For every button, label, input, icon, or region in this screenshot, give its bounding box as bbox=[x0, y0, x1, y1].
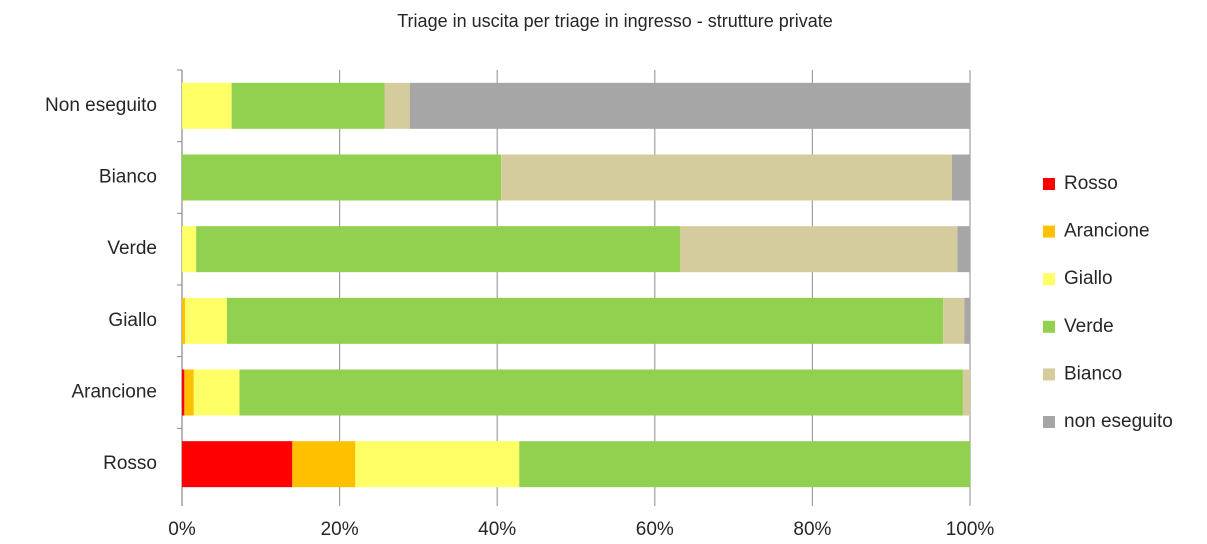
bar-segment bbox=[501, 154, 952, 201]
bar-segment bbox=[943, 297, 965, 344]
bar-segment bbox=[355, 441, 520, 488]
bar-segment bbox=[182, 369, 185, 416]
bar-segment bbox=[226, 297, 944, 344]
y-tick-label: Bianco bbox=[99, 167, 157, 188]
y-tick-label: Non eseguito bbox=[45, 95, 157, 116]
bar-segment bbox=[182, 226, 197, 273]
legend-label: Giallo bbox=[1064, 268, 1113, 289]
y-tick-label: Giallo bbox=[108, 310, 157, 331]
legend-swatch bbox=[1043, 225, 1055, 238]
bar-segment bbox=[185, 297, 227, 344]
bar-segment bbox=[962, 369, 970, 416]
bar-segment bbox=[384, 82, 410, 129]
legend-swatch bbox=[1043, 273, 1055, 286]
bar-segment bbox=[193, 369, 240, 416]
bar-segment bbox=[184, 369, 194, 416]
bar-segment bbox=[292, 441, 356, 488]
bar-segment bbox=[239, 369, 963, 416]
bar-segment bbox=[519, 441, 970, 488]
legend-label: Verde bbox=[1064, 316, 1114, 337]
x-tick-label: 60% bbox=[636, 519, 674, 540]
x-tick-label: 40% bbox=[478, 519, 516, 540]
legend-label: Rosso bbox=[1064, 173, 1118, 194]
bar-segment bbox=[231, 82, 385, 129]
bar-segment bbox=[951, 154, 970, 201]
legend-swatch bbox=[1043, 320, 1055, 333]
bar-segment bbox=[182, 154, 502, 201]
bar-segment bbox=[182, 441, 293, 488]
legend-swatch bbox=[1043, 368, 1055, 381]
y-tick-label: Arancione bbox=[71, 382, 157, 403]
bar-segment bbox=[196, 226, 681, 273]
legend-swatch bbox=[1043, 178, 1055, 190]
bar-segment bbox=[957, 226, 970, 273]
chart-title: Triage in uscita per triage in ingresso … bbox=[397, 11, 833, 31]
bar-segment bbox=[680, 226, 958, 273]
x-tick-label: 20% bbox=[321, 519, 359, 540]
legend-label: Arancione bbox=[1064, 221, 1150, 242]
y-tick-label: Rosso bbox=[103, 453, 157, 474]
bar-segment bbox=[182, 297, 186, 344]
y-tick-label: Verde bbox=[107, 238, 157, 259]
bar-segment bbox=[182, 82, 232, 129]
bar-segment bbox=[964, 297, 970, 344]
legend-swatch bbox=[1043, 416, 1055, 428]
x-tick-label: 80% bbox=[793, 519, 831, 540]
legend-label: non eseguito bbox=[1064, 411, 1173, 432]
x-tick-label: 0% bbox=[168, 519, 196, 540]
bar-segment bbox=[409, 82, 970, 129]
legend-label: Bianco bbox=[1064, 363, 1122, 384]
x-tick-label: 100% bbox=[946, 519, 995, 540]
